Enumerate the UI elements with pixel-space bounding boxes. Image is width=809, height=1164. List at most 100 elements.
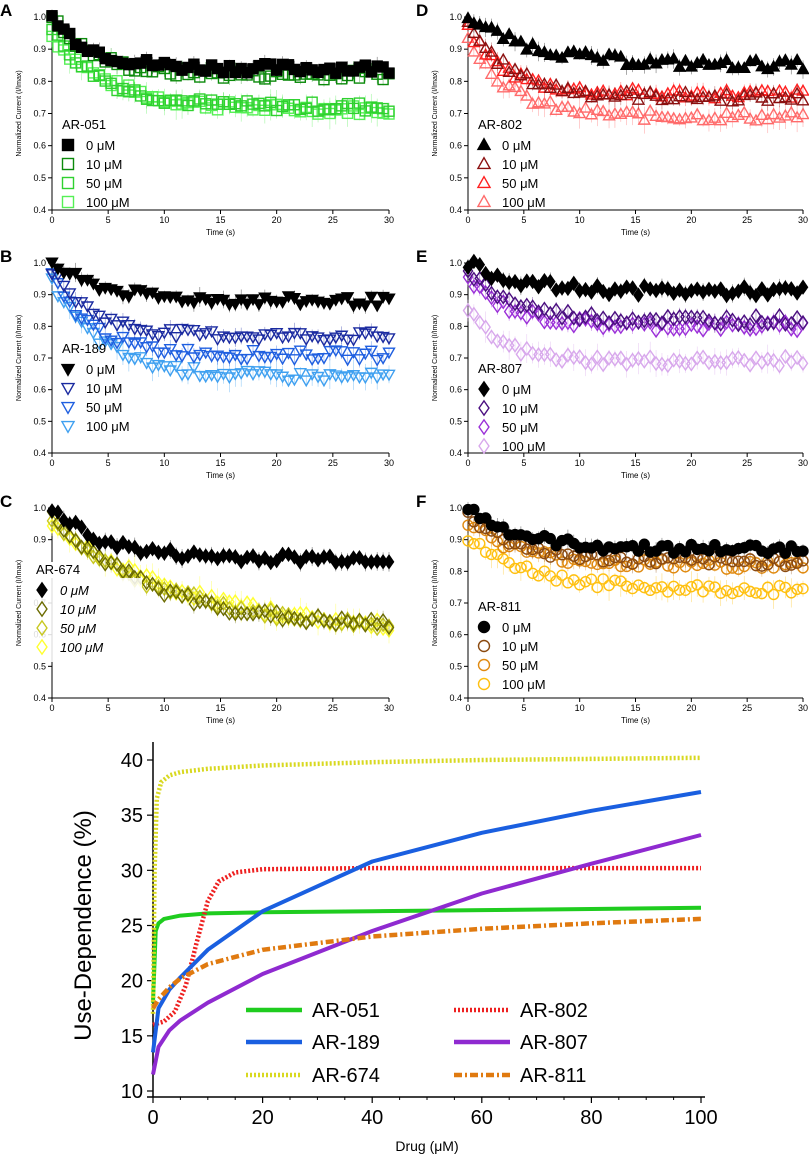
data-point <box>556 353 568 370</box>
data-point <box>749 53 763 66</box>
y-tick-label: 0.8 <box>449 566 462 576</box>
data-point <box>86 327 101 340</box>
data-point <box>468 503 480 516</box>
data-point <box>323 334 337 347</box>
y-tick-label: 0.4 <box>449 448 462 458</box>
y-tick-label: 0.5 <box>33 661 46 671</box>
data-point <box>223 98 236 111</box>
x-tick-label: 20 <box>686 703 696 713</box>
data-point <box>287 354 302 367</box>
data-point <box>330 616 342 633</box>
data-point <box>370 354 384 367</box>
y-tick-label: 1.0 <box>449 12 462 22</box>
series-100-μM <box>45 265 396 393</box>
data-point <box>269 369 284 382</box>
x-tick-label: 30 <box>798 215 808 225</box>
data-point <box>561 99 575 112</box>
legend-marker <box>477 620 491 634</box>
data-point <box>662 586 674 598</box>
data-point <box>690 107 704 120</box>
data-point <box>275 332 290 345</box>
data-point <box>64 27 76 40</box>
data-point <box>222 352 237 365</box>
data-point <box>797 279 809 295</box>
data-point <box>502 27 516 40</box>
data-point <box>340 371 355 384</box>
data-point <box>163 324 177 337</box>
panel-letter: A <box>0 1 12 20</box>
data-point <box>479 512 492 524</box>
data-point <box>486 285 497 301</box>
data-point <box>509 337 521 353</box>
y-tick-label: 0.8 <box>33 321 46 331</box>
curve-ar-811 <box>151 916 702 1010</box>
legend-label: 100 μM <box>86 195 130 210</box>
data-point <box>58 522 70 539</box>
data-point <box>63 288 77 301</box>
data-point <box>382 369 396 382</box>
data-point <box>721 309 732 325</box>
data-point <box>609 310 621 327</box>
data-point <box>188 58 200 70</box>
data-point <box>324 548 336 564</box>
data-point <box>382 333 396 346</box>
data-point <box>117 82 129 95</box>
x-tick-label: 5 <box>521 458 526 468</box>
data-point <box>329 332 343 345</box>
data-point <box>204 326 219 339</box>
legend-marker <box>36 619 48 637</box>
data-point <box>625 104 640 117</box>
y-tick-label: 0.5 <box>33 173 46 183</box>
data-point <box>515 305 527 321</box>
data-point <box>667 111 681 124</box>
data-point <box>45 257 59 270</box>
data-point <box>187 352 201 365</box>
data-point <box>241 95 253 107</box>
data-point <box>318 104 330 116</box>
y-tick-label: 0.7 <box>33 353 46 363</box>
data-point <box>796 62 809 75</box>
data-point <box>365 101 377 113</box>
data-point <box>99 75 111 87</box>
panel-b: 0 5 10 15 20 25 30 0.4 0.5 0.6 0.7 0.8 0.9 1.0 Time (s… <box>0 247 396 480</box>
data-point <box>732 555 745 567</box>
data-point <box>98 317 112 330</box>
data-point <box>550 351 562 368</box>
data-point <box>110 320 124 332</box>
data-point <box>685 316 697 333</box>
data-point <box>217 95 230 108</box>
x-tick-label: 60 <box>471 1107 493 1129</box>
series-10-μM <box>461 15 809 111</box>
y-tick-label: 0.8 <box>449 76 462 86</box>
data-point <box>779 547 792 559</box>
y-tick-label: 0.8 <box>449 321 462 331</box>
legend-label: 100 μM <box>502 677 546 692</box>
data-point <box>579 575 592 588</box>
data-point <box>81 60 94 72</box>
legend-label: 100 μM <box>502 439 546 454</box>
legend-label: AR-189 <box>312 1032 380 1054</box>
data-point <box>193 349 207 362</box>
data-point <box>797 545 809 557</box>
data-point <box>335 330 349 343</box>
data-point <box>637 112 652 125</box>
data-point <box>200 98 212 110</box>
data-point <box>544 551 556 563</box>
data-point <box>281 331 296 344</box>
data-point <box>228 298 242 311</box>
data-point <box>708 88 722 101</box>
y-axis-title: Normalized Current (I/Imax) <box>432 560 439 646</box>
data-point <box>462 269 474 285</box>
x-tick-label: 0 <box>465 458 470 468</box>
data-point <box>370 372 384 385</box>
data-point <box>537 77 552 89</box>
data-point <box>253 604 265 620</box>
data-point <box>271 603 283 620</box>
data-point <box>526 567 539 580</box>
legend-title: AR-811 <box>478 599 521 614</box>
data-point <box>520 42 534 55</box>
data-point <box>324 103 336 116</box>
data-point <box>531 95 546 108</box>
data-point <box>627 352 638 368</box>
data-point <box>187 297 201 310</box>
